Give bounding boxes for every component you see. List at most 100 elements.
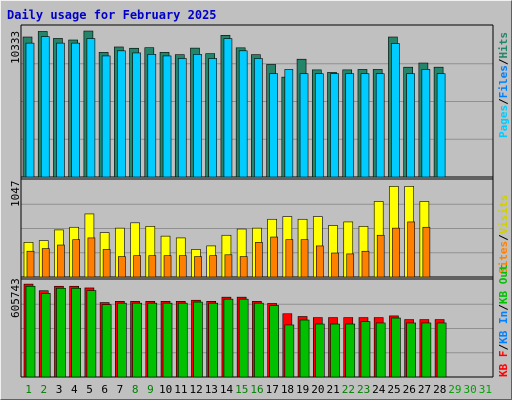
x-tick-day-9: 9 bbox=[147, 383, 154, 396]
bar-sites-day-16 bbox=[255, 242, 263, 278]
bar-kbout-day-23 bbox=[360, 321, 371, 378]
bar-sites-day-12 bbox=[194, 256, 202, 278]
bar-sites-day-15 bbox=[239, 256, 248, 278]
bar-kbout-day-28 bbox=[436, 322, 447, 378]
bar-files-day-6 bbox=[101, 55, 111, 178]
x-tick-day-7: 7 bbox=[117, 383, 124, 396]
x-tick-day-1: 1 bbox=[25, 383, 32, 396]
ymax-label-hits: 10333 bbox=[9, 30, 22, 64]
x-tick-day-30: 30 bbox=[464, 383, 477, 396]
legend-pages-files-hits: Pages/Files/Hits bbox=[497, 32, 510, 138]
bar-sites-day-3 bbox=[57, 244, 65, 278]
bar-sites-day-7 bbox=[118, 256, 126, 278]
bar-files-day-20 bbox=[314, 73, 324, 178]
x-tick-day-14: 14 bbox=[220, 383, 234, 396]
x-tick-day-11: 11 bbox=[174, 383, 187, 396]
bar-sites-day-13 bbox=[209, 255, 218, 278]
x-tick-day-22: 22 bbox=[342, 383, 355, 396]
bar-sites-day-20 bbox=[315, 245, 324, 278]
legend-entry-leg2-2: KB In bbox=[497, 310, 510, 344]
bar-kbout-day-5 bbox=[86, 290, 97, 378]
x-tick-day-10: 10 bbox=[159, 383, 172, 396]
legend-entry-leg2-0: KB F bbox=[497, 350, 510, 378]
bar-sites-day-8 bbox=[133, 255, 141, 278]
bar-kbout-day-4 bbox=[71, 287, 81, 378]
bar-files-day-11 bbox=[177, 58, 187, 178]
x-tick-day-16: 16 bbox=[250, 383, 263, 396]
bar-sites-day-10 bbox=[163, 255, 172, 278]
ymax-label-kb: 605743 bbox=[9, 278, 22, 318]
bar-kbout-day-20 bbox=[314, 323, 325, 378]
x-tick-day-26: 26 bbox=[403, 383, 416, 396]
bar-files-day-13 bbox=[208, 58, 218, 178]
bar-files-day-12 bbox=[193, 54, 202, 178]
bar-sites-day-19 bbox=[300, 239, 309, 278]
bar-kbout-day-24 bbox=[375, 322, 386, 378]
bar-sites-day-1 bbox=[26, 250, 35, 278]
bar-kbout-day-15 bbox=[238, 298, 249, 378]
x-tick-day-8: 8 bbox=[132, 383, 139, 396]
chart-title: Daily usage for February 2025 bbox=[7, 8, 217, 22]
bar-files-day-16 bbox=[254, 58, 263, 178]
bar-kbout-day-18 bbox=[284, 324, 295, 378]
bar-kbout-day-27 bbox=[421, 322, 432, 378]
bar-sites-day-27 bbox=[422, 226, 431, 278]
bar-kbout-day-11 bbox=[177, 302, 188, 378]
bar-files-day-15 bbox=[238, 50, 248, 178]
bar-kbout-day-12 bbox=[193, 301, 203, 378]
bar-kbout-day-25 bbox=[391, 317, 401, 378]
bar-sites-day-25 bbox=[392, 227, 400, 278]
bar-files-day-1 bbox=[25, 42, 35, 178]
x-tick-day-5: 5 bbox=[86, 383, 93, 396]
legend-entry-leg1-2: Visits bbox=[497, 194, 510, 235]
bar-files-day-4 bbox=[71, 42, 80, 178]
bar-kbout-day-2 bbox=[40, 293, 51, 378]
x-tick-day-18: 18 bbox=[281, 383, 294, 396]
bar-kbout-day-6 bbox=[101, 304, 112, 378]
bar-files-day-27 bbox=[421, 69, 431, 178]
legend-entry-leg0-4: Hits bbox=[497, 32, 510, 59]
bar-files-day-8 bbox=[132, 52, 141, 178]
x-tick-day-29: 29 bbox=[448, 383, 461, 396]
bar-files-day-9 bbox=[147, 54, 157, 178]
x-tick-day-17: 17 bbox=[266, 383, 279, 396]
x-tick-day-6: 6 bbox=[101, 383, 108, 396]
x-tick-day-21: 21 bbox=[327, 383, 340, 396]
x-tick-day-23: 23 bbox=[357, 383, 370, 396]
bar-sites-day-18 bbox=[285, 239, 294, 278]
x-tick-day-4: 4 bbox=[71, 383, 78, 396]
bar-files-day-28 bbox=[436, 73, 446, 178]
bar-sites-day-4 bbox=[72, 239, 80, 278]
bar-kbout-day-9 bbox=[147, 302, 158, 378]
legend-kb: KB F/KB In/KB Out bbox=[497, 264, 510, 377]
legend-entry-leg0-3: / bbox=[497, 58, 510, 66]
bar-files-day-2 bbox=[40, 36, 50, 178]
bar-files-day-24 bbox=[375, 73, 385, 178]
legend-entry-leg1-1: / bbox=[497, 234, 510, 241]
bar-files-day-23 bbox=[360, 73, 370, 178]
bar-files-day-25 bbox=[391, 43, 400, 178]
bar-sites-day-21 bbox=[331, 252, 339, 278]
legend-entry-leg0-0: Pages bbox=[497, 104, 510, 138]
bar-sites-day-14 bbox=[224, 254, 233, 278]
x-tick-day-25: 25 bbox=[387, 383, 400, 396]
x-tick-day-2: 2 bbox=[41, 383, 48, 396]
x-tick-day-15: 15 bbox=[235, 383, 248, 396]
bar-sites-day-9 bbox=[148, 255, 157, 278]
bar-kbout-day-19 bbox=[299, 319, 310, 378]
bar-files-day-14 bbox=[223, 38, 233, 178]
bar-files-day-17 bbox=[269, 73, 278, 178]
x-tick-day-20: 20 bbox=[311, 383, 324, 396]
bar-files-day-5 bbox=[86, 38, 96, 178]
legend-entry-leg2-4: KB Out bbox=[497, 264, 510, 305]
x-tick-day-19: 19 bbox=[296, 383, 309, 396]
bar-kbout-day-3 bbox=[56, 287, 66, 378]
x-tick-day-24: 24 bbox=[372, 383, 386, 396]
bar-sites-day-17 bbox=[270, 236, 278, 278]
x-tick-day-13: 13 bbox=[205, 383, 218, 396]
bar-files-day-21 bbox=[330, 73, 339, 178]
legend-entry-leg2-1: / bbox=[497, 343, 510, 351]
bar-kbout-day-22 bbox=[345, 323, 356, 378]
legend-entry-leg2-3: / bbox=[497, 304, 510, 311]
